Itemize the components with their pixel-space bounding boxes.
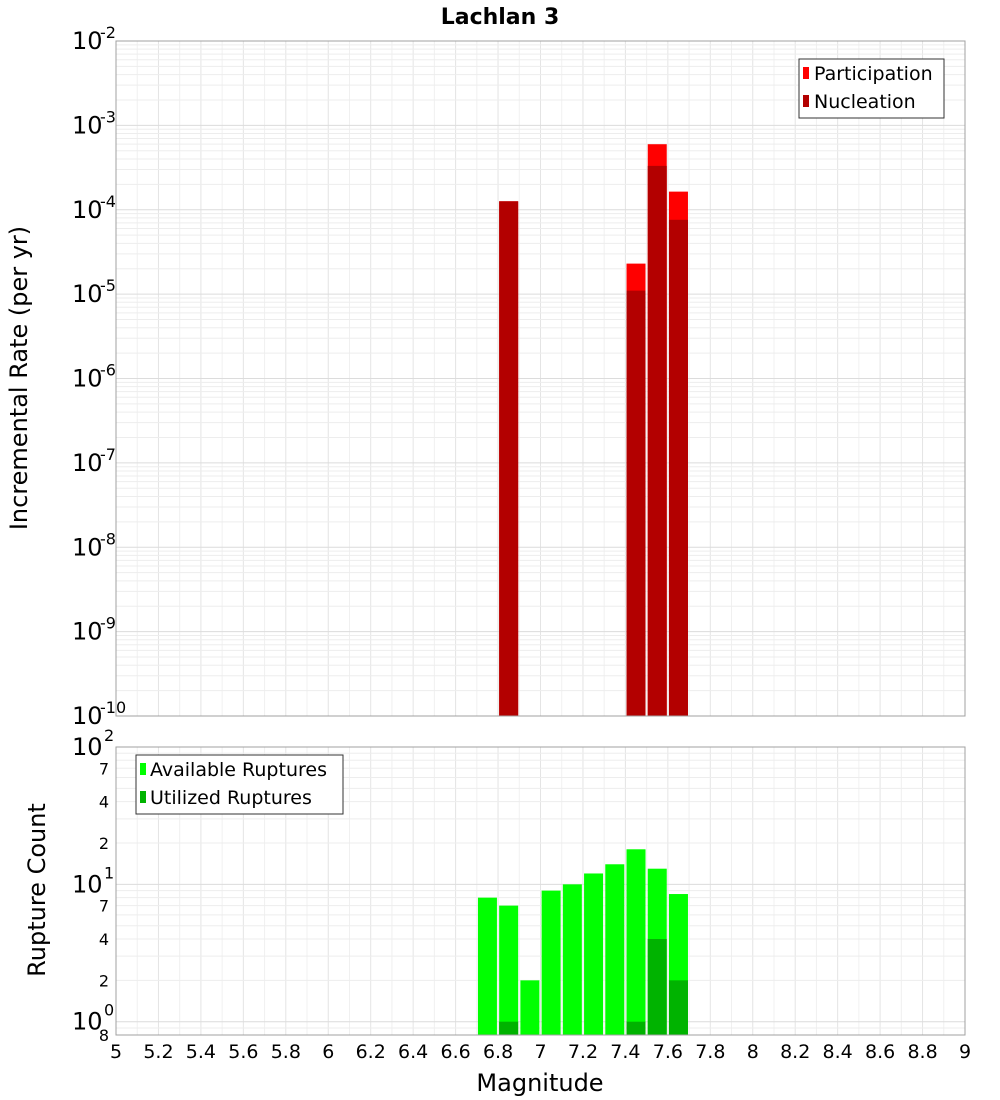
x-tick-label: 6.6 <box>440 1041 470 1063</box>
plot2-bar-a <box>626 849 646 1035</box>
x-tick-label: 8 <box>747 1041 759 1063</box>
plot2-bar-a <box>541 890 561 1035</box>
plot1-y-tick-exponent: -2 <box>100 23 116 42</box>
plot1-bar-b <box>499 201 519 716</box>
plot1-legend-box <box>798 58 945 119</box>
plot2-y-tick-label: 10 <box>72 1008 103 1036</box>
plot1-y-tick-exponent: -8 <box>100 529 116 548</box>
x-tick-label: 8.2 <box>780 1041 810 1063</box>
plot1-grid <box>115 40 966 717</box>
plot2-y-tick-exponent: 1 <box>104 863 114 882</box>
x-tick-label: 6.2 <box>356 1041 386 1063</box>
x-tick-label: 7.8 <box>695 1041 725 1063</box>
x-tick-label: 8.4 <box>823 1041 853 1063</box>
plot1-y-tick-exponent: -9 <box>100 614 116 633</box>
x-tick-label: 6.4 <box>398 1041 428 1063</box>
plot2-y-tick-label: 10 <box>72 870 103 898</box>
plot2-y-tick-minor: 7 <box>99 759 109 778</box>
plot1-y-tick-exponent: -4 <box>100 192 116 211</box>
x-tick-labels: 5 5.2 5.4 5.6 5.8 6 6.2 6.4 6.6 6.8 7 7.2 7.4 7.6 7.8 8… <box>110 1041 971 1063</box>
legend-label-nucleation: Nucleation <box>814 91 916 113</box>
legend-swatch-utilized-ruptures <box>140 791 146 803</box>
x-tick-label: 5.6 <box>228 1041 258 1063</box>
plot2-legend: Available Ruptures Utilized Ruptures <box>135 754 344 815</box>
plot1-y-tick-exponent: -5 <box>100 276 116 295</box>
plot2-bar-a <box>520 980 540 1035</box>
plot1-y-tick-exponent: -3 <box>100 107 116 126</box>
plot2-bar-a <box>562 884 582 1035</box>
legend-label-utilized-ruptures: Utilized Ruptures <box>150 787 312 809</box>
plot1-frame <box>115 40 966 717</box>
x-tick-label: 7 <box>534 1041 546 1063</box>
plot1-bars <box>499 144 688 717</box>
plot2-y-tick-minor: 7 <box>99 897 109 916</box>
plot1-y-tick-label: 10 <box>72 702 103 730</box>
x-tick-label: 7.6 <box>653 1041 683 1063</box>
plot2-y-tick-label: 10 <box>72 733 103 761</box>
plot1-y-axis-label: Incremental Rate (per yr) <box>5 226 33 530</box>
plot2-bar-a <box>605 864 625 1035</box>
plot2-y-tick-minor: 4 <box>99 793 109 812</box>
plot2-y-tick-minor: 4 <box>99 930 109 949</box>
legend-label-participation: Participation <box>814 63 933 85</box>
plot1-y-tick-label: 10 <box>72 111 103 139</box>
plot2-y-axis-label: Rupture Count <box>23 803 51 977</box>
plot1-bar-b <box>647 165 667 716</box>
plot2-y-tick-minor: 8 <box>99 1026 109 1045</box>
plot1-legend: Participation Nucleation <box>798 58 945 119</box>
plot2-y-tick-minor: 2 <box>99 971 109 990</box>
x-tick-label: 8.8 <box>907 1041 937 1063</box>
plot2-frame <box>115 746 966 1036</box>
x-tick-label: 5.2 <box>143 1041 173 1063</box>
x-tick-label: 5.4 <box>186 1041 216 1063</box>
plot2-bar-a <box>584 873 604 1035</box>
plot2-y-tick-exponent: 0 <box>104 1001 114 1020</box>
legend-swatch-available-ruptures <box>140 763 146 775</box>
plot1-y-tick-label: 10 <box>72 280 103 308</box>
plot2-bar-b <box>499 1021 519 1035</box>
plot2-bar-a <box>499 905 519 1035</box>
x-tick-label: 7.2 <box>568 1041 598 1063</box>
chart-title: Lachlan 3 <box>441 5 560 30</box>
x-tick-label: 6 <box>322 1041 334 1063</box>
plot1-bar-b <box>668 219 688 717</box>
plot1-y-tick-label: 10 <box>72 449 103 477</box>
plot1-y-tick-labels: 10-210-310-410-510-610-710-810-910-10 <box>72 23 126 730</box>
plot1-y-tick-label: 10 <box>72 618 103 646</box>
plot2-y-tick-minor: 2 <box>99 834 109 853</box>
plot2-bars <box>477 849 688 1035</box>
legend-swatch-nucleation <box>803 95 809 107</box>
plot1-bar-b <box>626 290 646 716</box>
legend-label-available-ruptures: Available Ruptures <box>150 759 327 781</box>
plot1-y-tick-label: 10 <box>72 365 103 393</box>
plot2-y-tick-exponent: 2 <box>104 726 114 745</box>
plot2-bar-b <box>668 980 688 1035</box>
x-tick-label: 5.8 <box>271 1041 301 1063</box>
x-tick-label: 5 <box>110 1041 122 1063</box>
plot1-y-tick-exponent: -6 <box>100 361 116 380</box>
plot2-bar-a <box>477 897 497 1035</box>
plot1-y-tick-exponent: -7 <box>100 445 116 464</box>
plot2-legend-box <box>135 754 344 815</box>
x-tick-label: 9 <box>959 1041 971 1063</box>
x-tick-label: 7.4 <box>610 1041 640 1063</box>
plot2-bar-b <box>647 939 667 1035</box>
legend-swatch-participation <box>803 67 809 79</box>
plot2-bar-b <box>626 1021 646 1035</box>
plot1-y-tick-exponent: -10 <box>100 698 126 717</box>
x-tick-label: 6.8 <box>483 1041 513 1063</box>
plot1-y-tick-label: 10 <box>72 196 103 224</box>
plot1-y-tick-label: 10 <box>72 27 103 55</box>
plot1-y-tick-label: 10 <box>72 533 103 561</box>
x-axis-label: Magnitude <box>476 1069 603 1097</box>
x-tick-label: 8.6 <box>865 1041 895 1063</box>
